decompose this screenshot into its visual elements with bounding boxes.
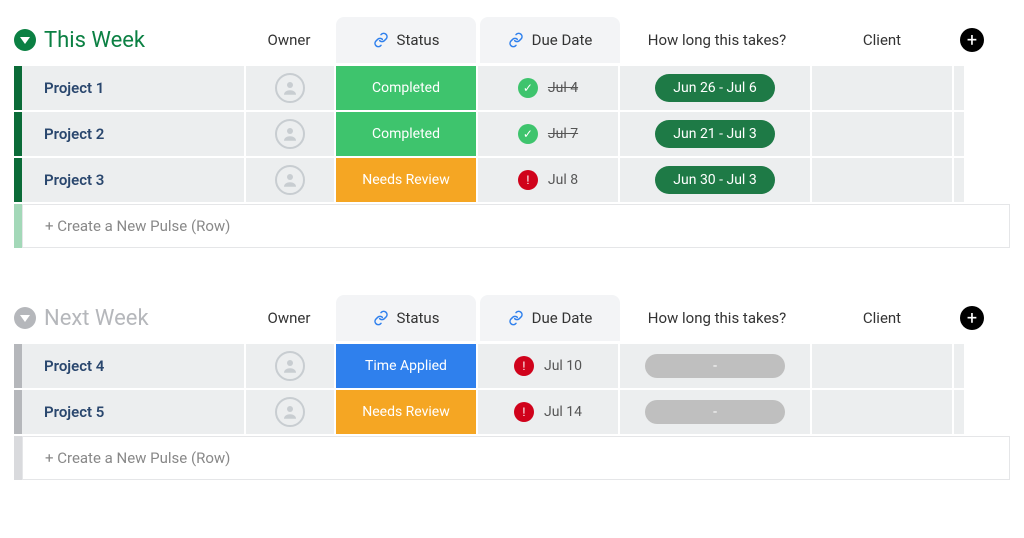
col-header-status[interactable]: Status [336,17,476,63]
owner-cell[interactable] [246,344,334,388]
timeline-cell[interactable]: Jun 26 - Jul 6 [620,66,810,110]
due-status-icon: ! [514,402,534,422]
row-color-bar [14,112,22,156]
table-row: Project 5 Needs Review! Jul 14 - [14,390,1010,434]
row-trail [954,390,964,434]
collapse-toggle[interactable] [14,29,36,51]
duedate-cell[interactable]: ✓ Jul 7 [478,112,618,156]
col-header-duedate-label: Due Date [532,31,593,49]
due-status-icon: ✓ [518,124,538,144]
link-icon [373,310,389,326]
timeline-pill: Jun 21 - Jul 3 [655,120,774,148]
project-name-cell[interactable]: Project 2 [22,112,244,156]
create-row-bar [14,436,22,480]
owner-cell[interactable] [246,158,334,202]
col-header-status-label: Status [397,309,440,327]
collapse-toggle[interactable] [14,307,36,329]
group-header: Next WeekOwner Status Due Date How long thi… [14,292,1010,344]
group: Next WeekOwner Status Due Date How long thi… [14,292,1010,480]
add-column-button[interactable]: + [960,306,984,330]
duedate-cell[interactable]: ! Jul 10 [478,344,618,388]
create-row[interactable]: + Create a New Pulse (Row) [14,204,1010,248]
create-row-text[interactable]: + Create a New Pulse (Row) [22,436,1010,480]
owner-avatar[interactable] [275,351,305,381]
create-row-bar [14,204,22,248]
group-title[interactable]: This Week [44,28,244,53]
duedate-cell[interactable]: ! Jul 8 [478,158,618,202]
client-cell[interactable] [812,344,952,388]
col-header-owner[interactable]: Owner [244,292,334,344]
group-header: This WeekOwner Status Due Date How long thi… [14,14,1010,66]
row-trail [954,112,964,156]
row-color-bar [14,344,22,388]
col-header-owner[interactable]: Owner [244,14,334,66]
col-header-duedate[interactable]: Due Date [480,295,620,341]
col-header-status[interactable]: Status [336,295,476,341]
timeline-cell[interactable]: Jun 30 - Jul 3 [620,158,810,202]
timeline-empty-pill: - [645,400,785,424]
due-date-text: Jul 8 [548,172,578,188]
col-header-howlong[interactable]: How long this takes? [622,14,812,66]
timeline-pill: Jun 30 - Jul 3 [655,166,774,194]
col-header-client[interactable]: Client [812,14,952,66]
status-cell[interactable]: Needs Review [336,390,476,434]
owner-cell[interactable] [246,390,334,434]
timeline-cell[interactable]: Jun 21 - Jul 3 [620,112,810,156]
project-name-cell[interactable]: Project 4 [22,344,244,388]
client-cell[interactable] [812,390,952,434]
col-header-howlong[interactable]: How long this takes? [622,292,812,344]
timeline-pill: Jun 26 - Jul 6 [655,74,774,102]
owner-avatar[interactable] [275,397,305,427]
table-row: Project 3 Needs Review! Jul 8 Jun 30 - Jul … [14,158,1010,202]
project-name-cell[interactable]: Project 3 [22,158,244,202]
due-date-text: Jul 10 [544,358,582,374]
due-status-icon: ! [518,170,538,190]
project-name-cell[interactable]: Project 1 [22,66,244,110]
link-icon [508,310,524,326]
row-trail [954,344,964,388]
group-title[interactable]: Next Week [44,306,244,331]
table-row: Project 1 Completed ✓ Jul 4 Jun 26 - Jul 6 [14,66,1010,110]
col-header-duedate[interactable]: Due Date [480,17,620,63]
status-cell[interactable]: Needs Review [336,158,476,202]
client-cell[interactable] [812,112,952,156]
create-row-text[interactable]: + Create a New Pulse (Row) [22,204,1010,248]
due-status-icon: ! [514,356,534,376]
row-color-bar [14,390,22,434]
link-icon [373,32,389,48]
timeline-cell[interactable]: - [620,390,810,434]
owner-cell[interactable] [246,112,334,156]
owner-avatar[interactable] [275,165,305,195]
row-trail [954,66,964,110]
due-date-text: Jul 4 [548,80,578,96]
timeline-empty-pill: - [645,354,785,378]
col-header-duedate-label: Due Date [532,309,593,327]
timeline-cell[interactable]: - [620,344,810,388]
due-status-icon: ✓ [518,78,538,98]
owner-avatar[interactable] [275,73,305,103]
due-date-text: Jul 14 [544,404,582,420]
col-header-client[interactable]: Client [812,292,952,344]
table-row: Project 2 Completed ✓ Jul 7 Jun 21 - Jul 3 [14,112,1010,156]
row-color-bar [14,158,22,202]
client-cell[interactable] [812,158,952,202]
group: This WeekOwner Status Due Date How long thi… [14,14,1010,248]
create-row[interactable]: + Create a New Pulse (Row) [14,436,1010,480]
duedate-cell[interactable]: ✓ Jul 4 [478,66,618,110]
client-cell[interactable] [812,66,952,110]
due-date-text: Jul 7 [548,126,578,142]
row-trail [954,158,964,202]
status-cell[interactable]: Completed [336,66,476,110]
owner-avatar[interactable] [275,119,305,149]
project-name-cell[interactable]: Project 5 [22,390,244,434]
link-icon [508,32,524,48]
duedate-cell[interactable]: ! Jul 14 [478,390,618,434]
status-cell[interactable]: Completed [336,112,476,156]
add-column-button[interactable]: + [960,28,984,52]
table-row: Project 4 Time Applied! Jul 10 - [14,344,1010,388]
status-cell[interactable]: Time Applied [336,344,476,388]
owner-cell[interactable] [246,66,334,110]
col-header-status-label: Status [397,31,440,49]
row-color-bar [14,66,22,110]
